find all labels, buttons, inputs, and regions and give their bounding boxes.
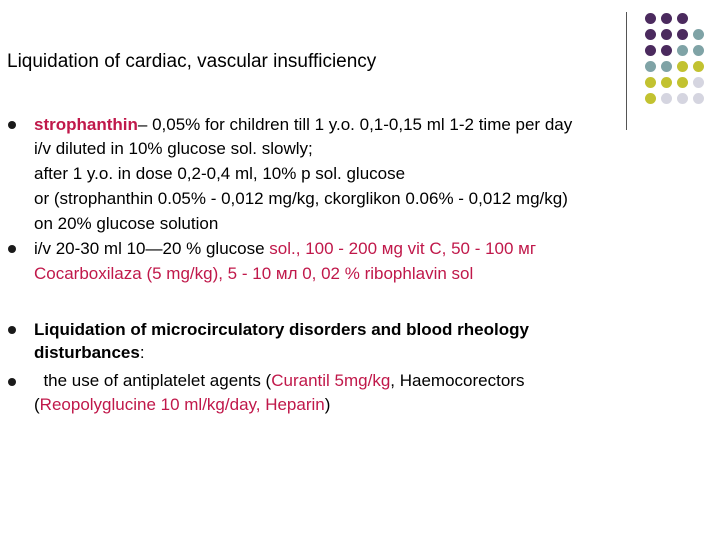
p3-line-2: disturbances: [34, 343, 145, 362]
decor-dot [660, 92, 672, 104]
decor-dot [660, 60, 672, 72]
p1-line-3: after 1 y.o. in dose 0,2-0,4 ml, 10% p s… [34, 164, 406, 183]
p4-line-1: the use of antiplatelet agents (Curantil… [34, 371, 525, 390]
decor-dot [692, 76, 704, 88]
decor-dot [644, 60, 656, 72]
decor-dot [676, 28, 688, 40]
p1-line-4: or (strophanthin 0.05% - 0,012 mg/kg, ck… [34, 189, 568, 208]
decor-dot [644, 12, 656, 24]
decor-vertical-line [626, 12, 627, 130]
bullet-4 [8, 378, 16, 386]
decor-dot [676, 12, 688, 24]
decor-dot [644, 28, 656, 40]
decor-dot [692, 28, 704, 40]
p2-line-1: i/v 20-30 ml 10—20 % glucose sol., 100 -… [34, 239, 537, 258]
p4-line-2: (Reopolyglucine 10 ml/kg/day, Heparin) [34, 395, 331, 414]
bullet-3 [8, 326, 16, 334]
decor-dot [660, 28, 672, 40]
decor-dot [676, 76, 688, 88]
decor-dot [692, 44, 704, 56]
decor-dot [644, 44, 656, 56]
decor-dot [644, 92, 656, 104]
decor-dot [692, 92, 704, 104]
decor-dot [692, 60, 704, 72]
decor-dot [660, 12, 672, 24]
p1-line-1: strophanthin– 0,05% for children till 1 … [34, 115, 573, 134]
decor-dot [644, 76, 656, 88]
p1-line-5: on 20% glucose solution [34, 214, 219, 233]
strophanthin-label: strophanthin [34, 115, 138, 134]
bullet-1 [8, 121, 16, 129]
p2-line-2: Cocarboxilaza (5 mg/kg), 5 - 10 мл 0, 02… [34, 264, 474, 283]
decor-dot [676, 60, 688, 72]
bullet-2 [8, 245, 16, 253]
decor-dot [676, 44, 688, 56]
decor-dot [676, 92, 688, 104]
decor-dot [660, 44, 672, 56]
slide-title: Liquidation of cardiac, vascular insuffi… [7, 51, 377, 72]
p1-line-2: i/v diluted in 10% glucose sol. slowly; [34, 139, 313, 158]
decor-dot [660, 76, 672, 88]
p3-line-1: Liquidation of microcirculatory disorder… [34, 320, 529, 339]
